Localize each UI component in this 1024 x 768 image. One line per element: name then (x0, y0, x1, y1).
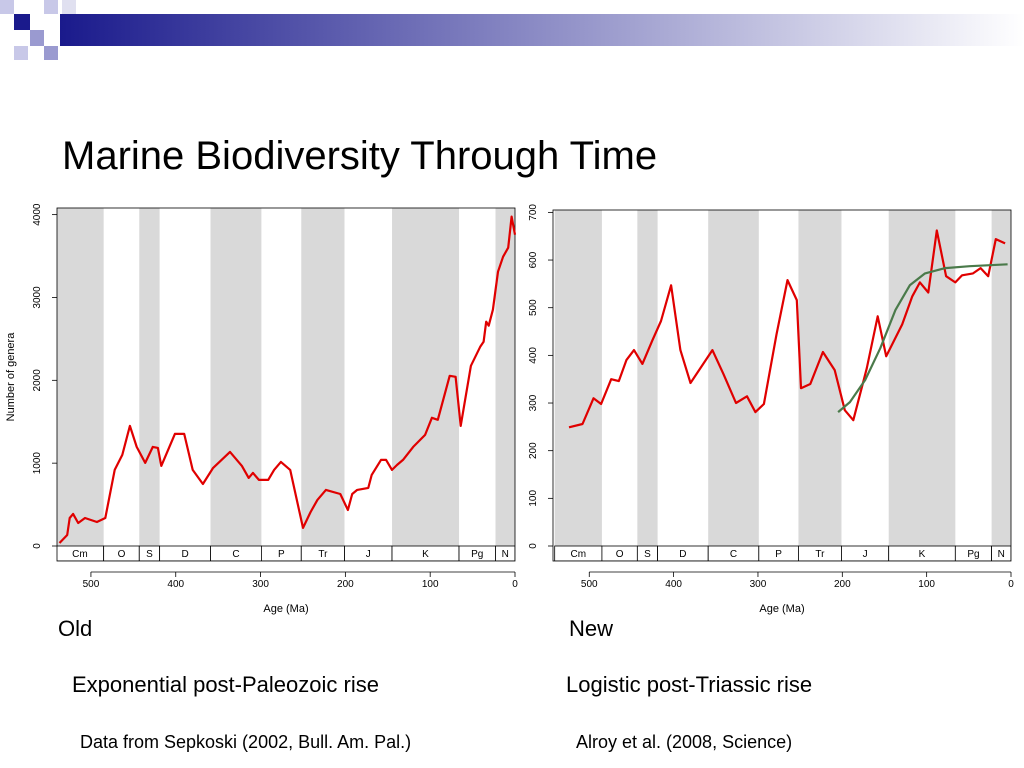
y-tick-label: 0 (528, 543, 539, 549)
y-tick-label: 500 (528, 299, 539, 316)
x-tick-label: 500 (83, 579, 100, 590)
deco-square (14, 46, 28, 60)
slide-title: Marine Biodiversity Through Time (62, 134, 658, 178)
y-tick-label: 300 (528, 394, 539, 411)
y-tick-label: 400 (528, 347, 539, 364)
y-tick-label: 4000 (32, 203, 43, 226)
period-band (798, 210, 842, 546)
y-tick-label: 700 (528, 204, 539, 221)
period-label: J (366, 549, 371, 560)
period-label: P (278, 549, 285, 560)
x-tick-label: 0 (1008, 579, 1014, 590)
plot-frame (552, 209, 1012, 562)
chart-heading: New (569, 616, 614, 641)
period-band (708, 210, 759, 546)
x-axis-label: Age (Ma) (263, 603, 308, 615)
period-bands: Cm O S D C P Tr J K Pg N (554, 210, 1011, 561)
period-band (637, 210, 658, 546)
chart-heading: Old (58, 616, 93, 641)
period-band (495, 208, 515, 546)
period-label: D (181, 549, 188, 560)
period-label: K (422, 549, 429, 560)
header-bar (60, 14, 1024, 46)
period-bands: Cm O S D C P Tr J K Pg N (57, 208, 515, 561)
period-label: N (502, 549, 509, 560)
x-tick-label: 100 (918, 579, 935, 590)
period-label: Tr (318, 549, 328, 560)
period-band (554, 210, 602, 546)
deco-square (14, 14, 30, 30)
x-tick-label: 400 (665, 579, 682, 590)
period-label: Cm (571, 549, 587, 560)
period-band (210, 208, 262, 546)
y-tick-label: 200 (528, 442, 539, 459)
x-tick-label: 0 (512, 579, 518, 590)
deco-square (44, 46, 58, 60)
y-tick-label: 2000 (32, 369, 43, 392)
data-line (58, 215, 517, 544)
y-tick-label: 1000 (32, 452, 43, 475)
deco-square (30, 30, 44, 46)
x-tick-label: 300 (750, 579, 767, 590)
deco-square (44, 0, 58, 14)
x-tick-label: 200 (337, 579, 354, 590)
period-label: N (998, 549, 1005, 560)
period-band (139, 208, 160, 546)
period-label: C (232, 549, 239, 560)
period-label: S (146, 549, 153, 560)
period-label: O (616, 549, 624, 560)
y-tick-label: 0 (32, 543, 43, 549)
chart: Cm O S D C P Tr J K Pg N 500 400 300 200 100 0 Age (Ma) 0 1… (528, 204, 1014, 615)
deco-square (62, 0, 76, 14)
caption: Exponential post-Paleozoic rise (72, 672, 379, 697)
source: Data from Sepkoski (2002, Bull. Am. Pal.… (80, 732, 412, 752)
period-label: K (919, 549, 926, 560)
x-tick-label: 100 (422, 579, 439, 590)
period-label: Pg (471, 549, 483, 560)
period-band (991, 210, 1011, 546)
period-label: S (644, 549, 651, 560)
period-band (301, 208, 345, 546)
y-tick-label: 600 (528, 251, 539, 268)
data-line (837, 263, 1008, 413)
data-line (568, 229, 1006, 429)
deco-square (0, 0, 14, 14)
period-label: Cm (72, 549, 88, 560)
x-tick-label: 300 (252, 579, 269, 590)
period-label: D (679, 549, 686, 560)
period-label: Pg (967, 549, 979, 560)
period-band (57, 208, 104, 546)
plot-frame (56, 207, 516, 562)
period-label: O (118, 549, 126, 560)
caption: Logistic post-Triassic rise (566, 672, 813, 697)
x-tick-label: 500 (581, 579, 598, 590)
x-tick-label: 200 (834, 579, 851, 590)
x-axis-label: Age (Ma) (759, 603, 804, 615)
slide-decoration (0, 0, 1024, 60)
period-band (392, 208, 460, 546)
source: Alroy et al. (2008, Science) (576, 732, 793, 752)
period-label: Tr (815, 549, 825, 560)
period-label: J (863, 549, 868, 560)
period-band (888, 210, 956, 546)
y-axis-label: Number of genera (5, 332, 17, 422)
period-label: P (775, 549, 782, 560)
x-tick-label: 400 (167, 579, 184, 590)
y-tick-label: 3000 (32, 286, 43, 309)
y-tick-label: 100 (528, 490, 539, 507)
period-label: C (730, 549, 737, 560)
